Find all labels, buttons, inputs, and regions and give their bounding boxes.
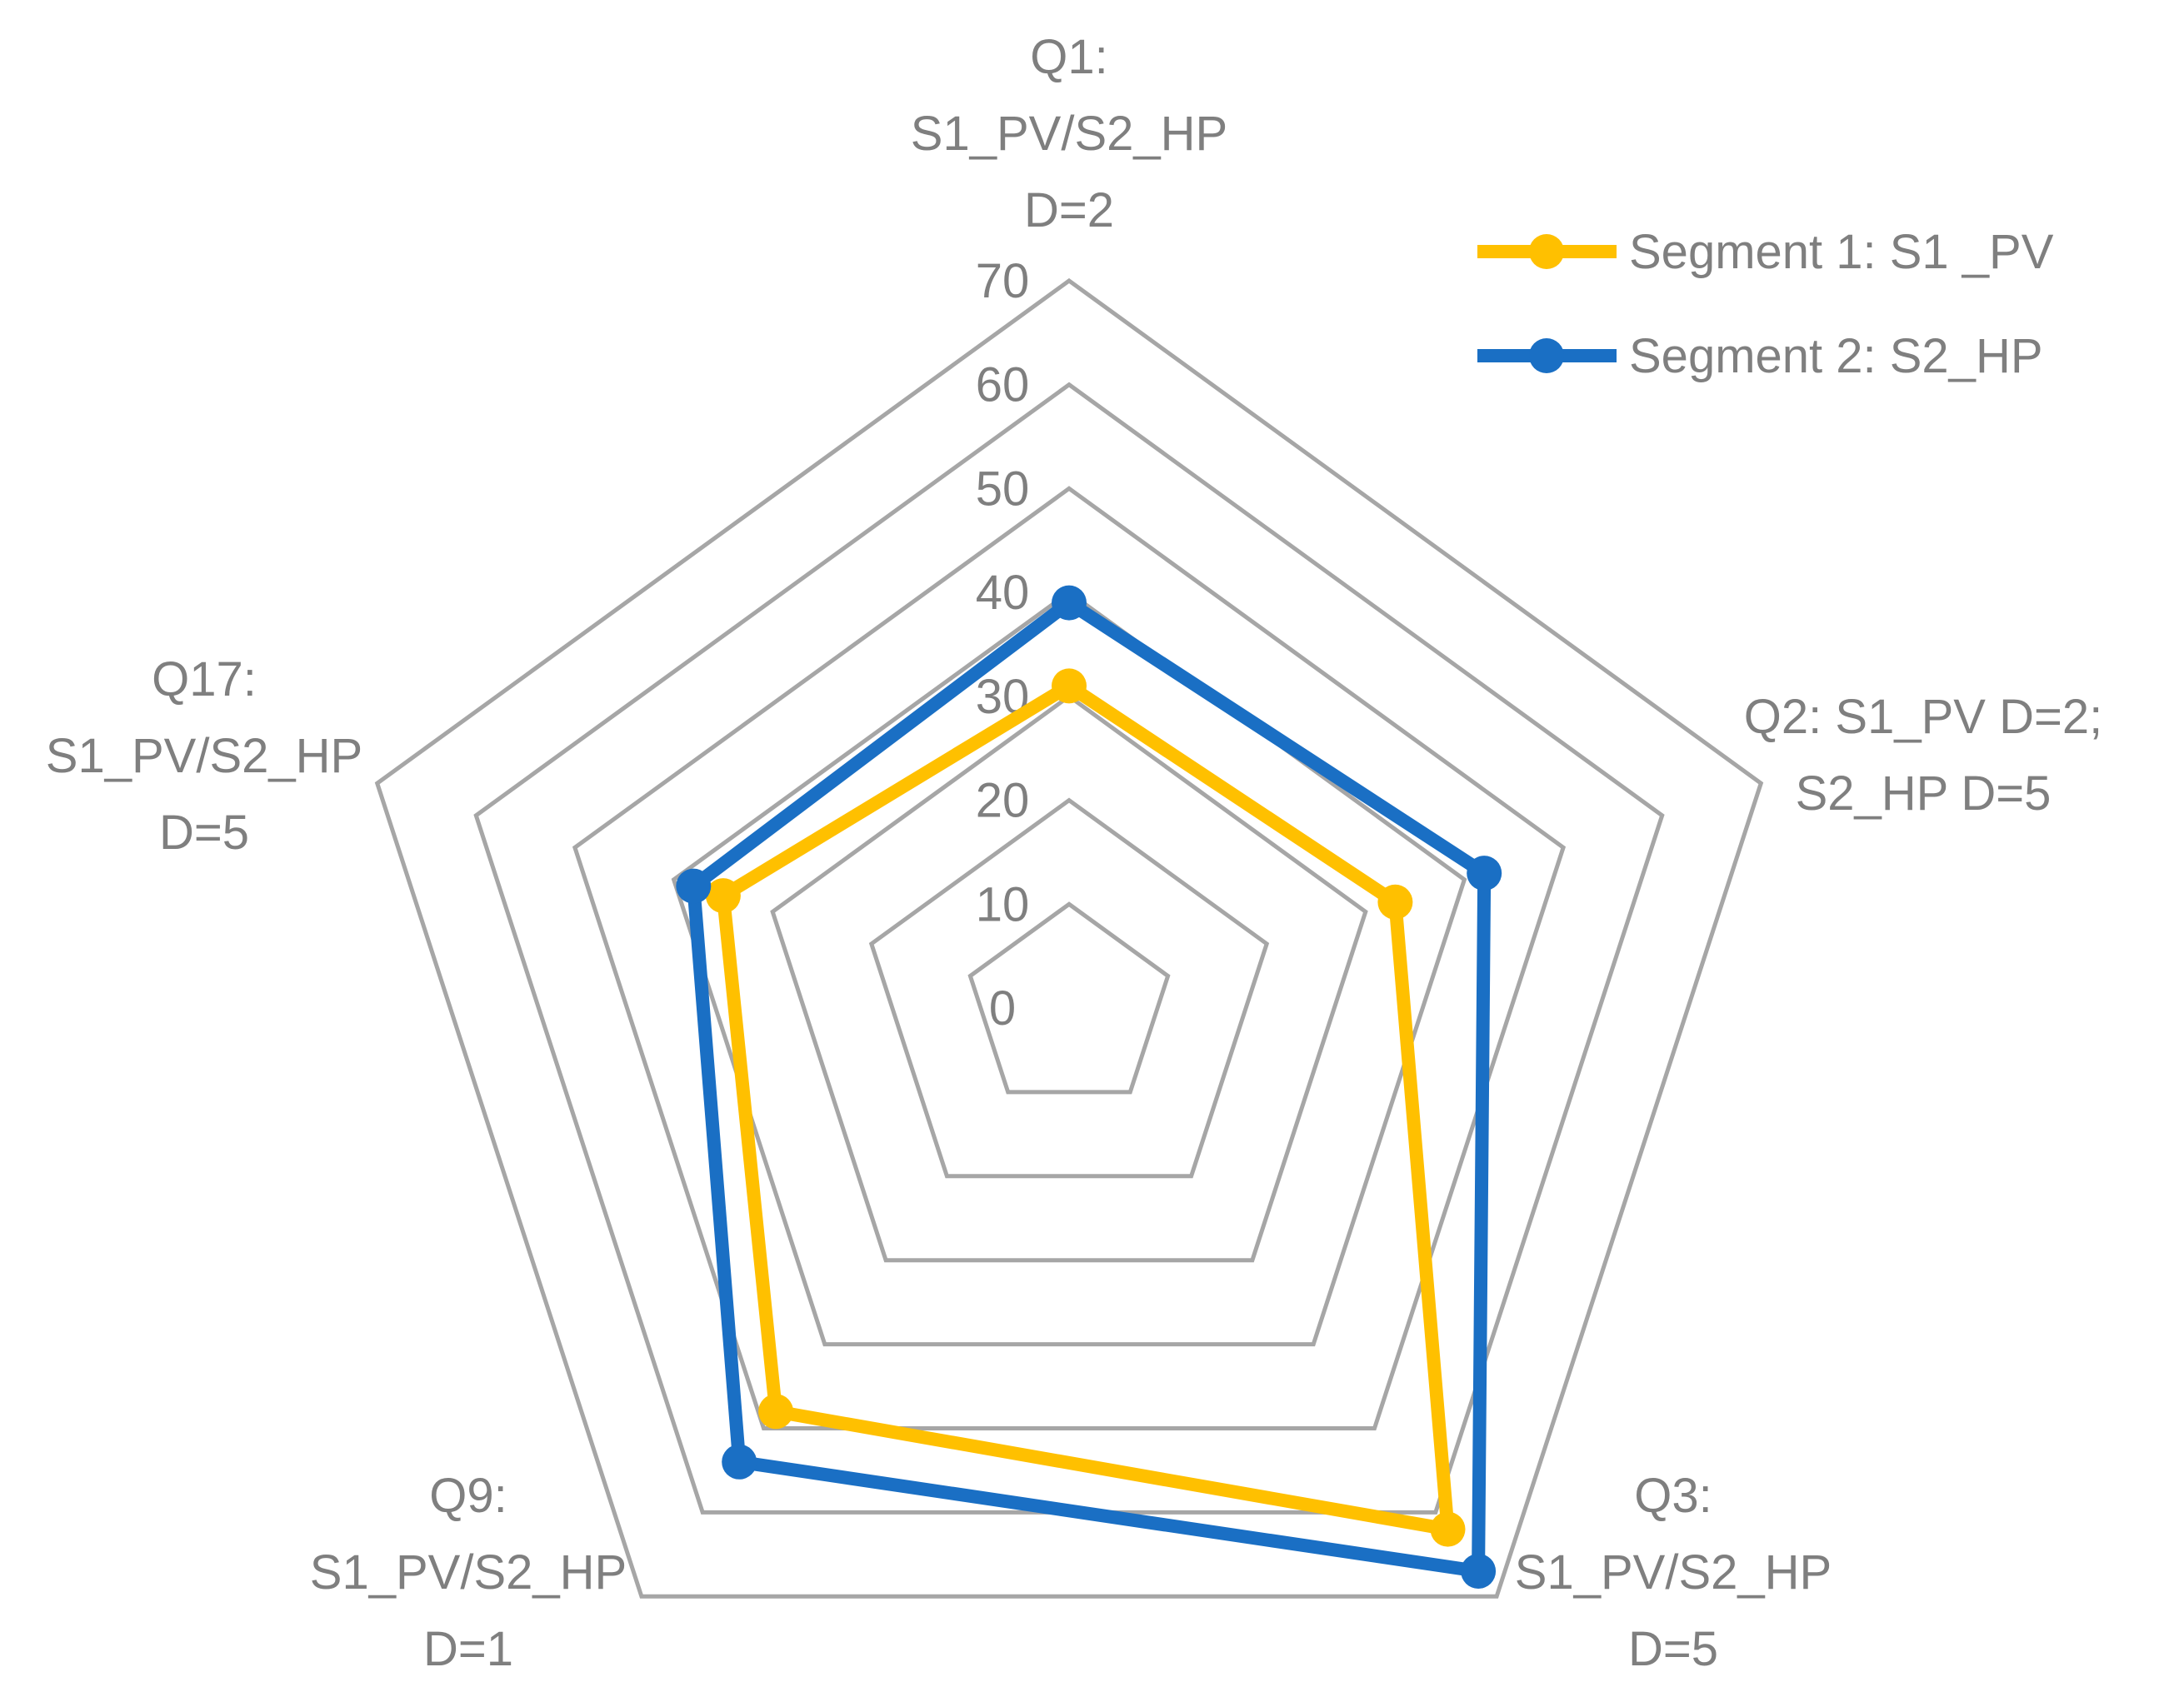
category-label-4: Q9: S1_PV/S2_HP D=1	[310, 1469, 627, 1676]
tick-label: 70	[976, 254, 1030, 308]
category-label-2: Q2: S1_PV D=2; S2_HP D=5	[1744, 690, 2102, 821]
data-point[interactable]	[1467, 856, 1502, 891]
data-point[interactable]	[1052, 668, 1087, 704]
legend-swatch-marker	[1529, 234, 1564, 269]
legend-label: Segment 2: S2_HP	[1629, 329, 2043, 383]
category-label-line: S1_PV/S2_HP	[911, 107, 1227, 161]
category-label-3: Q3: S1_PV/S2_HP D=5	[1515, 1469, 1832, 1676]
series-line	[716, 679, 1455, 1536]
category-label-5: Q17: S1_PV/S2_HP D=5	[46, 652, 362, 860]
legend-label: Segment 1: S1 _PV	[1629, 225, 2054, 279]
data-point[interactable]	[705, 878, 741, 914]
category-label-line: S1_PV/S2_HP	[46, 729, 362, 783]
grid-ring-10	[967, 901, 1171, 1095]
category-label-line: Q17:	[152, 652, 257, 706]
legend[interactable]: Segment 1: S1 _PV Segment 2: S2_HP	[1477, 225, 2054, 383]
category-label-line: D=5	[1628, 1622, 1718, 1676]
tick-label: 50	[976, 462, 1030, 516]
tick-label: 0	[989, 981, 1016, 1036]
radar-grid	[374, 277, 1764, 1599]
tick-label: 40	[976, 566, 1030, 620]
data-point[interactable]	[722, 1444, 757, 1480]
tick-label: 60	[976, 358, 1030, 412]
category-label-line: Q2: S1_PV D=2;	[1744, 690, 2102, 744]
legend-entry-1[interactable]: Segment 1: S1 _PV	[1477, 225, 2054, 279]
data-point[interactable]	[1377, 884, 1413, 920]
grid-ring-30	[770, 693, 1368, 1263]
category-label-line: Q3:	[1634, 1469, 1712, 1523]
grid-ring-70	[374, 277, 1764, 1599]
category-labels: Q1: S1_PV/S2_HP D=2 Q2: S1_PV D=2; S2_HP D=5…	[46, 30, 2102, 1676]
category-label-1: Q1: S1_PV/S2_HP D=2	[911, 30, 1227, 237]
category-label-line: S1_PV/S2_HP	[310, 1545, 627, 1600]
legend-swatch-marker	[1529, 338, 1564, 373]
data-point[interactable]	[1430, 1511, 1466, 1547]
grid-ring-50	[572, 486, 1567, 1430]
tick-label: 10	[976, 877, 1030, 931]
category-label-line: Q9:	[429, 1469, 507, 1523]
series-1	[705, 668, 1466, 1547]
data-point[interactable]	[1461, 1554, 1497, 1589]
category-label-line: S2_HP D=5	[1796, 766, 2052, 821]
category-label-line: D=1	[423, 1622, 513, 1676]
data-point[interactable]	[676, 868, 712, 904]
category-label-line: S1_PV/S2_HP	[1515, 1545, 1832, 1600]
grid-ring-20	[868, 797, 1270, 1179]
category-label-line: D=2	[1024, 183, 1114, 237]
legend-entry-2[interactable]: Segment 2: S2_HP	[1477, 329, 2043, 383]
data-point[interactable]	[758, 1394, 794, 1430]
tick-label: 20	[976, 774, 1030, 828]
series-line	[687, 596, 1492, 1578]
data-series	[676, 585, 1502, 1589]
data-point[interactable]	[1052, 585, 1087, 621]
category-label-line: Q1:	[1030, 30, 1108, 84]
series-2	[676, 585, 1502, 1589]
category-label-line: D=5	[159, 806, 249, 860]
grid-ring-40	[671, 590, 1467, 1347]
